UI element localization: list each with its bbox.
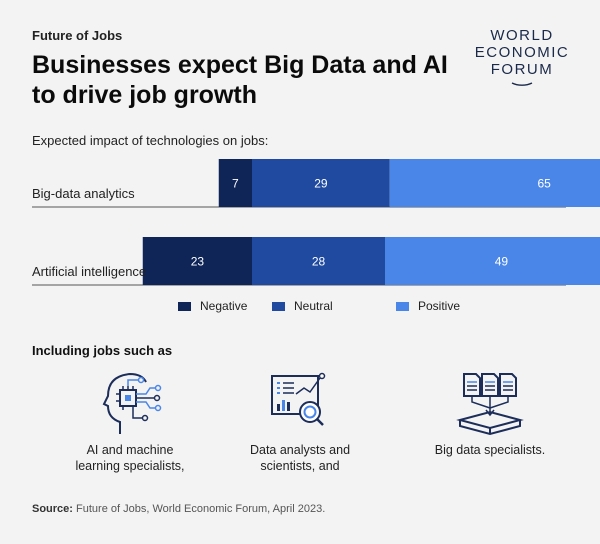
legend-negative: Negative: [178, 299, 247, 313]
ai-head-icon: [102, 372, 162, 434]
category-label: Artificial intelligence: [32, 264, 146, 279]
job-label-line: learning specialists,: [75, 459, 185, 473]
bar-segment-positive: [389, 159, 600, 207]
legend-neutral: Neutral: [272, 299, 333, 313]
legend-label-positive: Positive: [418, 299, 461, 313]
chart-subtitle: Expected impact of technologies on jobs:: [32, 133, 269, 148]
logo-line-3: FORUM: [490, 61, 554, 78]
source-note: Source: Future of Jobs, World Economic F…: [32, 503, 325, 515]
kicker: Future of Jobs: [32, 28, 123, 43]
page-title: Businesses expect Big Data and AI to dri…: [32, 51, 448, 109]
job-ai-ml: AI and machine learning specialists,: [45, 368, 215, 474]
wef-logo: WORLD ECONOMIC FORUM: [470, 27, 574, 86]
legend-label-negative: Negative: [200, 299, 248, 313]
bar-value-label: 49: [495, 255, 509, 269]
logo-arc-icon: [511, 82, 533, 86]
job-big-data: Big data specialists.: [405, 368, 575, 458]
job-label-line: Big data specialists.: [434, 443, 546, 457]
job-label-line: scientists, and: [260, 459, 340, 473]
bar-segment-neutral: [252, 159, 390, 207]
job-label-big-data: Big data specialists.: [405, 442, 575, 458]
legend-label-neutral: Neutral: [294, 299, 333, 313]
source-label: Source:: [32, 503, 73, 515]
bar-segment-negative: [142, 237, 252, 285]
bar-value-label: 7: [232, 177, 239, 191]
bar-segment-positive: [385, 237, 600, 285]
stacked-bar-chart: 7 29 65 Big-data analytics 23 28 49 Artificial …: [32, 159, 600, 286]
big-data-icon: [456, 373, 524, 436]
bar-value-label: 28: [312, 255, 326, 269]
bar-value-label: 23: [191, 255, 205, 269]
job-label-line: AI and machine: [86, 443, 174, 457]
logo-line-1: WORLD: [490, 27, 554, 44]
chart-legend: Negative Neutral Positive: [0, 299, 600, 315]
job-label-data-analysts: Data analysts and scientists, and: [215, 442, 385, 474]
jobs-heading: Including jobs such as: [32, 343, 173, 358]
bar-value-label: 29: [314, 177, 328, 191]
legend-swatch-negative: [178, 301, 191, 311]
bar-segment-neutral: [252, 237, 385, 285]
job-label-ai-ml: AI and machine learning specialists,: [45, 442, 215, 474]
logo-line-2: ECONOMIC: [474, 44, 570, 61]
job-label-line: Data analysts and: [249, 443, 351, 457]
legend-positive: Positive: [396, 299, 460, 313]
data-analysis-icon: [271, 372, 326, 426]
bar-segment-negative: [218, 159, 252, 207]
bar-value-label: 65: [537, 177, 551, 191]
source-text: Future of Jobs, World Economic Forum, Ap…: [76, 503, 326, 515]
job-data-analysts: Data analysts and scientists, and: [215, 368, 385, 474]
legend-swatch-positive: [396, 301, 409, 311]
legend-swatch-neutral: [272, 301, 285, 311]
category-label: Big-data analytics: [32, 186, 135, 201]
